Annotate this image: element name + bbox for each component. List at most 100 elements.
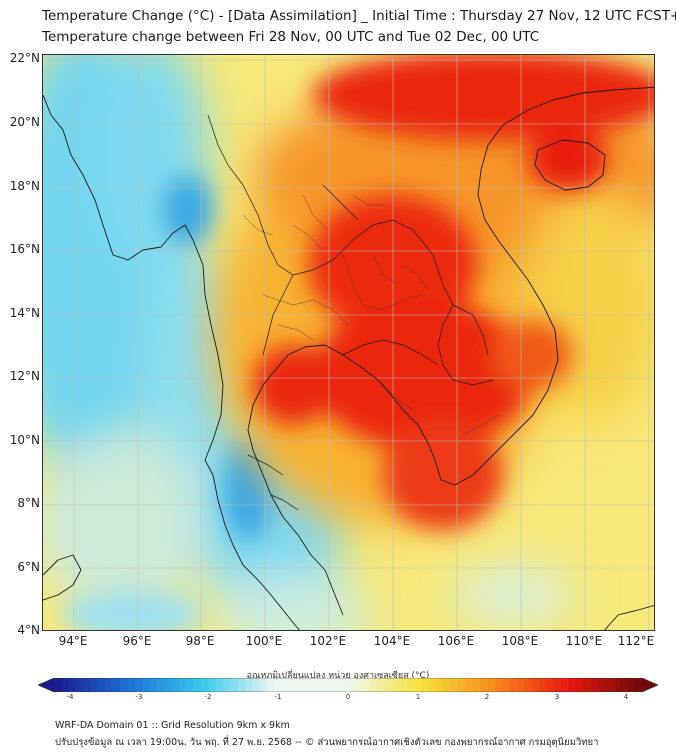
colorbar-cell [83, 678, 92, 692]
colorbar-cell [333, 678, 342, 692]
lat-label-16: 16°N [9, 242, 40, 256]
lat-label-22: 22°N [9, 51, 40, 65]
model-info: WRF-DA Domain 01 :: Grid Resolution 9km … [55, 720, 290, 731]
cool-core-andaman [63, 175, 273, 630]
colorbar-extend-low [38, 678, 54, 692]
colorbar-cell [245, 678, 253, 692]
province-borders [242, 194, 499, 436]
colorbar-cell [377, 678, 386, 692]
colorbar-cell [370, 678, 378, 692]
colorbar-cell [267, 678, 275, 692]
lat-label-8: 8°N [17, 496, 40, 510]
colorbar-cell [539, 678, 547, 692]
colorbar-cell [605, 678, 613, 692]
colorbar-cell [230, 678, 239, 692]
colorbar-cell [112, 678, 121, 692]
colorbar-cell [355, 678, 364, 692]
colorbar-tick: 1 [415, 693, 421, 701]
colorbar-cell [384, 678, 393, 692]
colorbar-cell [362, 678, 371, 692]
colorbar-cell [612, 678, 621, 692]
borders [207, 114, 494, 511]
colorbar-cell [178, 678, 187, 692]
lon-label-106: 106°E [437, 634, 475, 648]
colorbar-cells [38, 678, 658, 692]
colorbar-cell [399, 678, 408, 692]
colorbar-cell [281, 678, 290, 692]
colorbar-cell [68, 678, 77, 692]
lon-label-102: 102°E [309, 634, 347, 648]
colorbar-cell [421, 678, 430, 692]
colorbar-cell [54, 678, 62, 692]
colorbar-extend-high [642, 678, 658, 692]
map-subtitle: Temperature change between Fri 28 Nov, 0… [42, 29, 540, 45]
colorbar-title: อุณหภูมิเปลี่ยนแปลง หน่วย องศาเซลเซียส (… [246, 671, 430, 681]
colorbar-cell [208, 678, 217, 692]
colorbar-cell [142, 678, 150, 692]
colorbar-cell [634, 678, 643, 692]
colorbar-cell [561, 678, 569, 692]
colorbar-cell [406, 678, 415, 692]
colorbar-cell [414, 678, 422, 692]
colorbar-cell [495, 678, 503, 692]
colorbar-cell [76, 678, 84, 692]
lon-label-110: 110°E [565, 634, 603, 648]
colorbar-cell [531, 678, 540, 692]
colorbar-cell [436, 678, 444, 692]
colorbar-tick: 4 [623, 693, 629, 701]
colorbar-cell [458, 678, 466, 692]
colorbar-tick: 2 [484, 693, 490, 701]
colorbar-cell [120, 678, 128, 692]
colorbar-cell [583, 678, 591, 692]
coastlines [43, 86, 654, 630]
colorbar-cell [303, 678, 312, 692]
colorbar-cell [472, 678, 481, 692]
colorbar-cell [340, 678, 349, 692]
colorbar-cell [237, 678, 246, 692]
colorbar-cell [348, 678, 356, 692]
colorbar-cell [289, 678, 297, 692]
colorbar-cell [98, 678, 106, 692]
graticule [43, 55, 654, 630]
colorbar-tick: -3 [135, 693, 143, 701]
colorbar-cell [517, 678, 525, 692]
colorbar-cell [318, 678, 327, 692]
colorbar-cell [465, 678, 474, 692]
colorbar-cell [553, 678, 562, 692]
colorbar-cell [480, 678, 489, 692]
colorbar-cell [428, 678, 437, 692]
colorbar-cell [311, 678, 319, 692]
lon-label-98: 98°E [185, 634, 215, 648]
lat-label-18: 18°N [9, 179, 40, 193]
temperature-change-map [42, 54, 655, 631]
colorbar-tick: -1 [274, 693, 282, 701]
lat-label-10: 10°N [9, 433, 40, 447]
colorbar-cell [627, 678, 636, 692]
colorbar-cell [134, 678, 143, 692]
lat-label-6: 6°N [17, 560, 40, 574]
colorbar-cell [450, 678, 459, 692]
colorbar-cell [509, 678, 518, 692]
colorbar-cell [568, 678, 577, 692]
colorbar-cell [127, 678, 136, 692]
lon-label-100: 100°E [245, 634, 283, 648]
lon-label-96: 96°E [122, 634, 152, 648]
colorbar-cell [546, 678, 555, 692]
colorbar-cell [186, 678, 195, 692]
colorbar-cell [156, 678, 165, 692]
lat-label-12: 12°N [9, 369, 40, 383]
colorbar [38, 678, 658, 692]
colorbar-cell [487, 678, 496, 692]
colorbar-cell [392, 678, 400, 692]
colorbar-cell [619, 678, 628, 692]
lat-label-20: 20°N [9, 115, 40, 129]
map-field-svg [43, 55, 654, 630]
lat-label-4: 4°N [17, 623, 40, 637]
colorbar-cell [61, 678, 70, 692]
colorbar-cell [223, 678, 231, 692]
colorbar-cell [274, 678, 283, 692]
colorbar-cell [215, 678, 224, 692]
colorbar-cell [90, 678, 99, 692]
colorbar-cell [149, 678, 158, 692]
colorbar-tick: -4 [66, 693, 74, 701]
